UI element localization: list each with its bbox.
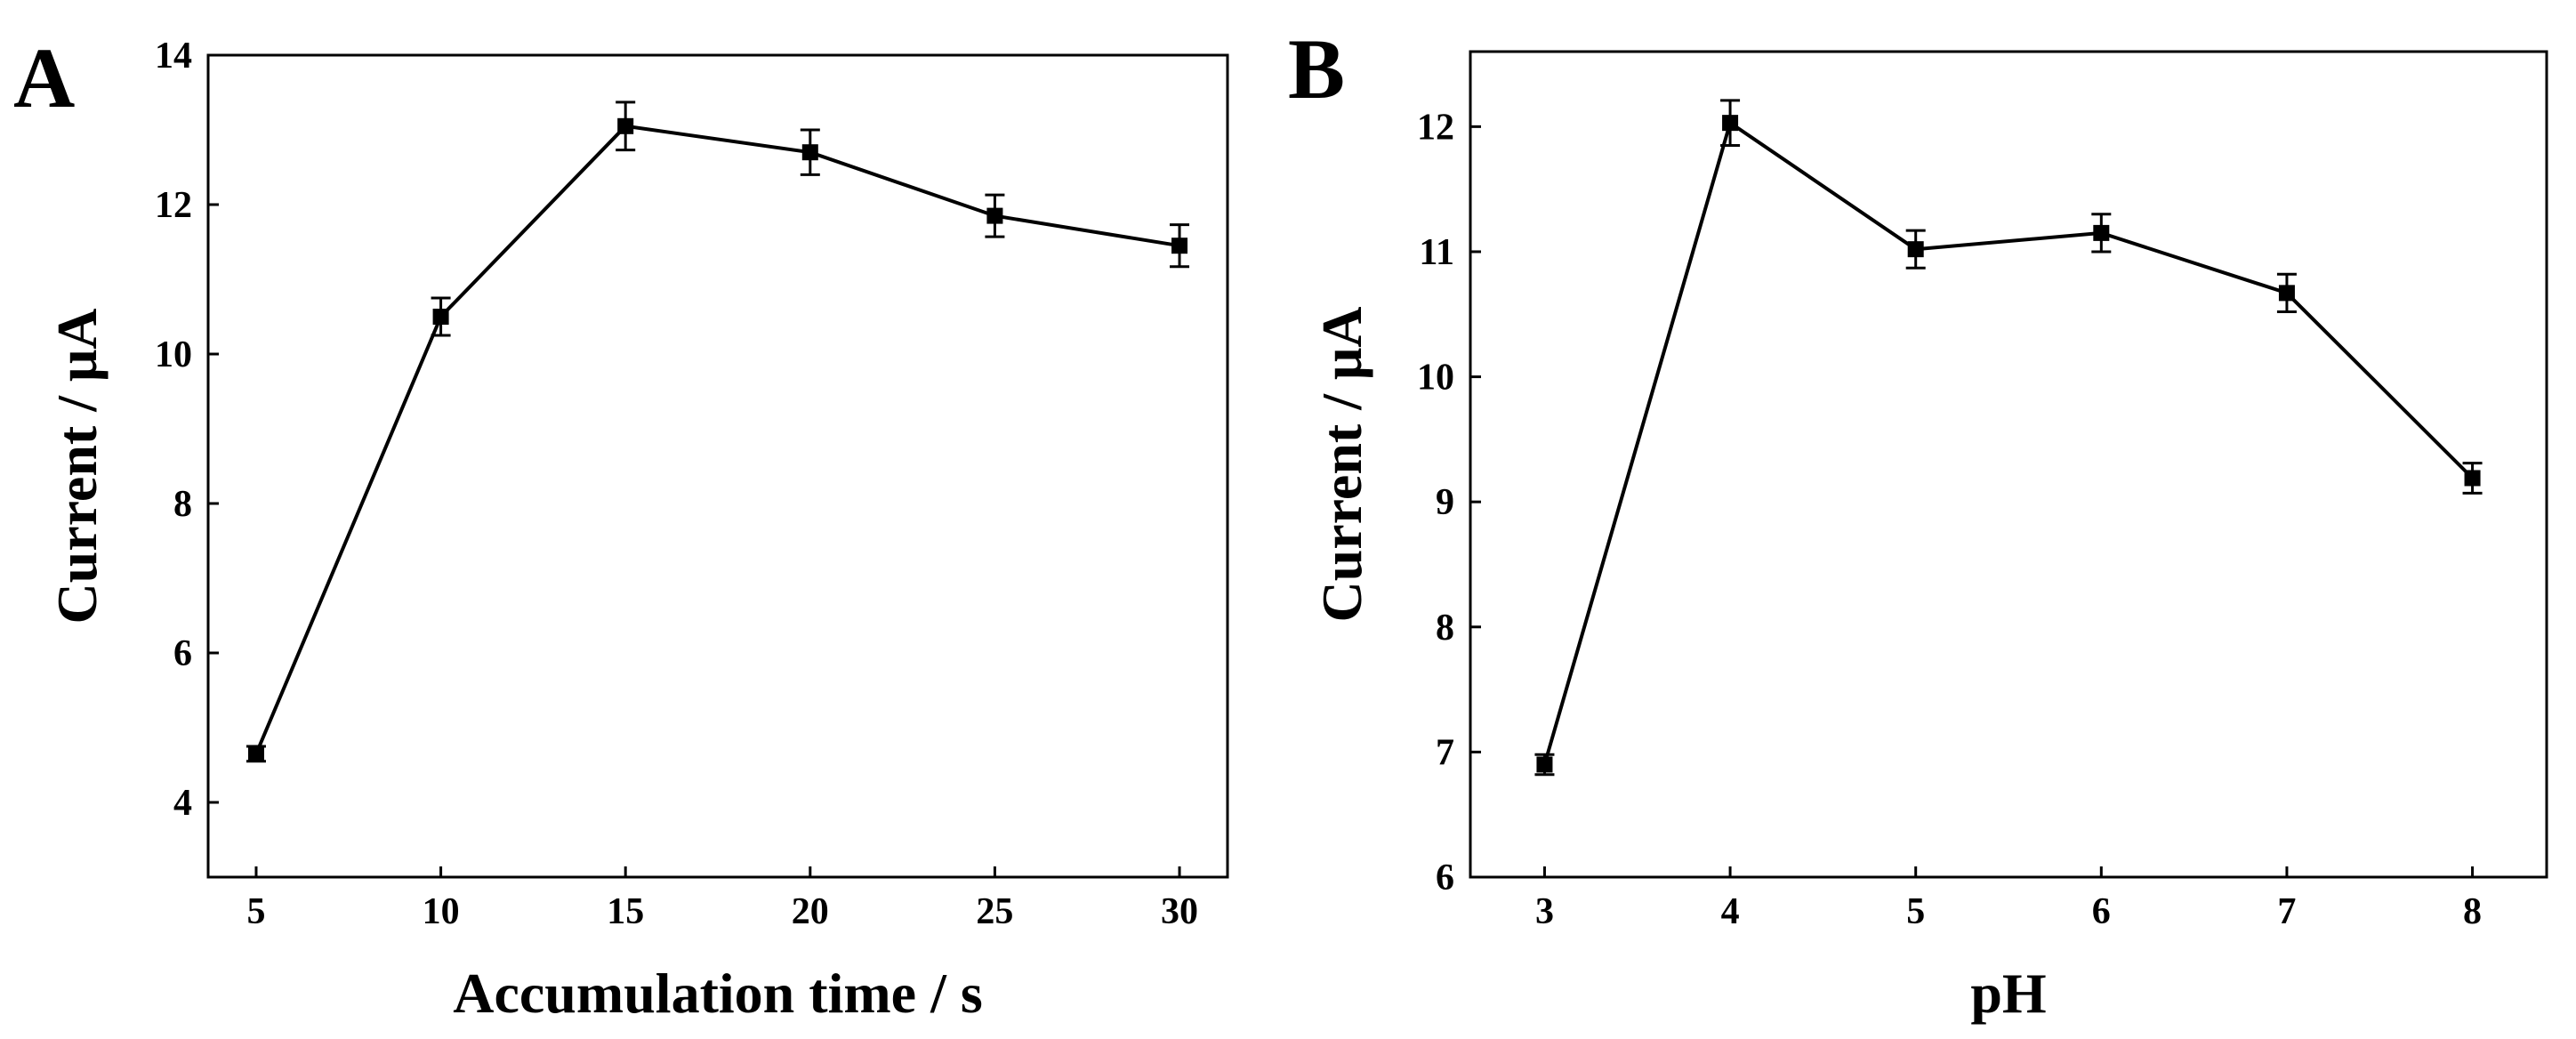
data-point xyxy=(247,745,264,762)
plot-frame-a xyxy=(206,53,1229,879)
x-tick-label: 20 xyxy=(792,891,829,932)
y-axis-title-a: Current / μA xyxy=(45,308,109,624)
y-tick-label: 11 xyxy=(1419,232,1454,273)
y-tick-label: 12 xyxy=(155,185,192,226)
data-point xyxy=(1171,238,1188,254)
data-point xyxy=(1536,756,1553,773)
error-bars-a xyxy=(246,101,1190,763)
y-tick-label: 10 xyxy=(1417,358,1454,399)
plot-frame-b xyxy=(1469,50,2548,879)
markers-a xyxy=(247,117,1188,762)
x-tick-label: 5 xyxy=(1906,891,1925,932)
chart-panel-a: A 5 10 15 20 25 30 4 6 8 10 12 14 Accumulation time… xyxy=(13,30,1229,1025)
x-tick-label: 4 xyxy=(1721,891,1740,932)
x-tick-label: 25 xyxy=(976,891,1013,932)
data-point xyxy=(432,309,449,325)
error-bars-b xyxy=(1534,99,2483,777)
series-line-b xyxy=(1542,119,2475,766)
y-tick-label: 14 xyxy=(155,36,192,77)
markers-b xyxy=(1536,115,2481,773)
data-point xyxy=(2278,285,2295,302)
series-line-a xyxy=(254,124,1180,755)
data-point xyxy=(2093,224,2110,241)
x-tick-label: 6 xyxy=(2092,891,2111,932)
y-axis-title-b: Current / μA xyxy=(1310,306,1373,622)
y-tick-label: 6 xyxy=(1436,858,1454,898)
data-point xyxy=(801,144,818,161)
y-tick-label: 4 xyxy=(173,783,192,824)
y-tick-label: 9 xyxy=(1436,482,1454,523)
y-tick-label: 7 xyxy=(1436,732,1454,773)
x-axis-title-b: pH xyxy=(1970,962,2046,1025)
x-tick-label: 30 xyxy=(1161,891,1198,932)
data-point xyxy=(617,117,634,134)
ticks-b: 3 4 5 6 7 8 6 7 8 9 10 11 12 xyxy=(1417,107,2482,932)
y-tick-label: 12 xyxy=(1417,107,1454,148)
x-tick-label: 5 xyxy=(246,891,265,932)
x-tick-label: 7 xyxy=(2277,891,2296,932)
data-point xyxy=(986,207,1003,224)
y-tick-label: 6 xyxy=(173,633,192,674)
x-tick-label: 3 xyxy=(1535,891,1554,932)
panel-label-a: A xyxy=(13,30,75,125)
data-point xyxy=(1722,115,1739,132)
x-tick-label: 15 xyxy=(607,891,644,932)
y-tick-label: 8 xyxy=(173,484,192,525)
y-tick-label: 10 xyxy=(155,334,192,375)
x-tick-label: 10 xyxy=(423,891,460,932)
chart-panel-b: B 3 4 5 6 7 8 6 7 8 9 10 11 12 pH Current / μA xyxy=(1288,21,2548,1025)
y-tick-label: 8 xyxy=(1436,608,1454,648)
x-tick-label: 8 xyxy=(2463,891,2482,932)
panel-label-b: B xyxy=(1288,21,1345,117)
data-point xyxy=(1907,241,1924,258)
x-axis-title-a: Accumulation time / s xyxy=(453,962,983,1025)
ticks-a: 5 10 15 20 25 30 4 6 8 10 12 14 xyxy=(155,36,1198,932)
data-point xyxy=(2464,470,2481,487)
